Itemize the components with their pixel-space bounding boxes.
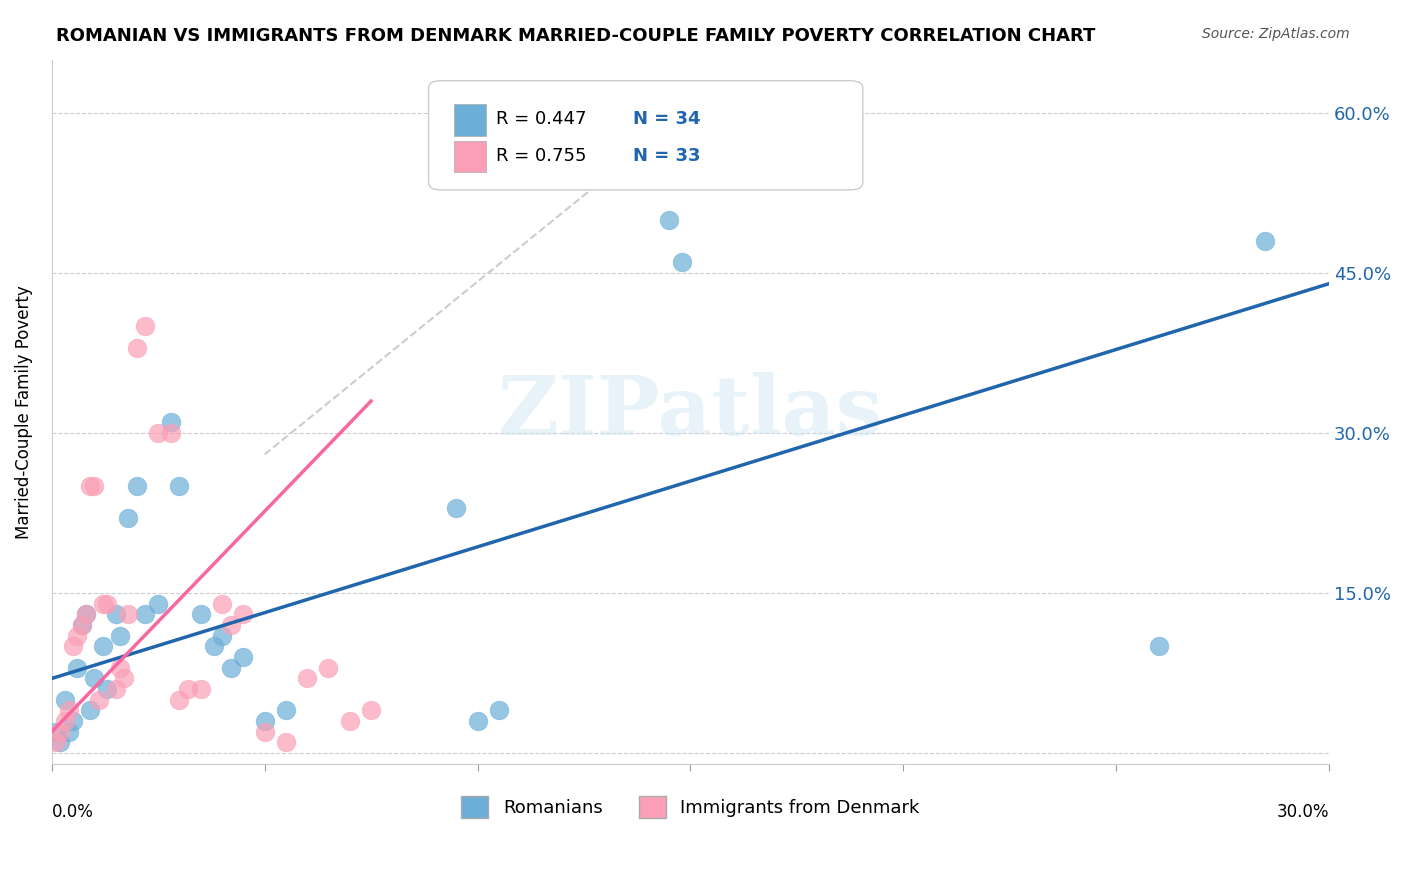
Point xyxy=(671,255,693,269)
Point xyxy=(274,735,297,749)
Point xyxy=(91,640,114,654)
Point xyxy=(79,479,101,493)
Point xyxy=(177,682,200,697)
Point xyxy=(108,629,131,643)
Point xyxy=(112,672,135,686)
Text: 30.0%: 30.0% xyxy=(1277,803,1329,821)
Point xyxy=(75,607,97,622)
Point xyxy=(169,693,191,707)
Point xyxy=(160,425,183,440)
Point xyxy=(1147,640,1170,654)
Point xyxy=(190,607,212,622)
Point xyxy=(83,672,105,686)
Point xyxy=(211,597,233,611)
Point xyxy=(360,703,382,717)
Point xyxy=(96,597,118,611)
Point xyxy=(318,661,340,675)
Point xyxy=(1254,234,1277,248)
Text: Source: ZipAtlas.com: Source: ZipAtlas.com xyxy=(1202,27,1350,41)
Point xyxy=(211,629,233,643)
Text: 0.0%: 0.0% xyxy=(52,803,94,821)
Point xyxy=(253,714,276,728)
Point xyxy=(467,714,489,728)
Point xyxy=(160,416,183,430)
FancyBboxPatch shape xyxy=(454,104,486,136)
Point xyxy=(658,212,681,227)
Point xyxy=(104,607,127,622)
FancyBboxPatch shape xyxy=(454,141,486,172)
Point xyxy=(83,479,105,493)
Point xyxy=(125,341,148,355)
Point xyxy=(53,693,76,707)
Point xyxy=(117,511,139,525)
Point xyxy=(53,714,76,728)
Point xyxy=(488,703,510,717)
Point xyxy=(49,735,72,749)
Point xyxy=(75,607,97,622)
Text: N = 34: N = 34 xyxy=(633,111,700,128)
Point xyxy=(96,682,118,697)
Point xyxy=(253,724,276,739)
Point xyxy=(66,629,89,643)
Point xyxy=(108,661,131,675)
Point xyxy=(58,724,80,739)
Point xyxy=(169,479,191,493)
Point xyxy=(125,479,148,493)
Point xyxy=(202,640,225,654)
Point xyxy=(70,618,93,632)
Point xyxy=(91,597,114,611)
Point xyxy=(190,682,212,697)
Point xyxy=(444,500,467,515)
Point xyxy=(295,672,318,686)
Text: R = 0.755: R = 0.755 xyxy=(496,147,586,165)
Point xyxy=(62,714,84,728)
Y-axis label: Married-Couple Family Poverty: Married-Couple Family Poverty xyxy=(15,285,32,539)
Point xyxy=(66,661,89,675)
Point xyxy=(79,703,101,717)
Legend: Romanians, Immigrants from Denmark: Romanians, Immigrants from Denmark xyxy=(454,789,927,825)
Point xyxy=(62,640,84,654)
Point xyxy=(148,425,170,440)
Point xyxy=(70,618,93,632)
Point xyxy=(117,607,139,622)
Text: ROMANIAN VS IMMIGRANTS FROM DENMARK MARRIED-COUPLE FAMILY POVERTY CORRELATION CH: ROMANIAN VS IMMIGRANTS FROM DENMARK MARR… xyxy=(56,27,1095,45)
Text: N = 33: N = 33 xyxy=(633,147,700,165)
Point xyxy=(87,693,110,707)
Point xyxy=(219,661,242,675)
Point xyxy=(134,607,156,622)
Point xyxy=(274,703,297,717)
Point xyxy=(45,735,67,749)
Point xyxy=(58,703,80,717)
Text: ZIPatlas: ZIPatlas xyxy=(498,372,883,451)
Point xyxy=(148,597,170,611)
Text: R = 0.447: R = 0.447 xyxy=(496,111,586,128)
Point xyxy=(134,319,156,334)
Point xyxy=(45,724,67,739)
FancyBboxPatch shape xyxy=(429,81,863,190)
Point xyxy=(339,714,361,728)
Point xyxy=(104,682,127,697)
Point xyxy=(232,650,254,665)
Point xyxy=(219,618,242,632)
Point xyxy=(232,607,254,622)
Point xyxy=(49,724,72,739)
